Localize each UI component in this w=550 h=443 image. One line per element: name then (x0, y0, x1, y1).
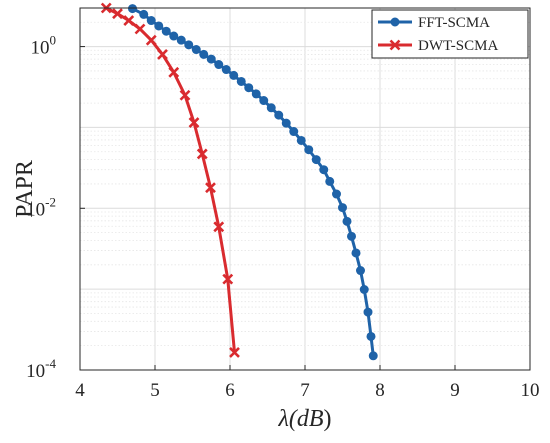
legend-marker (389, 39, 401, 51)
series-point (206, 54, 216, 64)
series-point (359, 284, 369, 294)
series-point (145, 34, 157, 46)
series-point (281, 118, 291, 128)
series-point (179, 89, 191, 101)
series-point (325, 176, 335, 186)
x-tick-label: 4 (75, 380, 85, 401)
y-tick-label: 10-2 (26, 194, 56, 220)
series-point (184, 40, 194, 50)
series-point (176, 35, 186, 45)
series-point (363, 307, 373, 317)
x-axis-label-close: ) (324, 406, 332, 432)
series-point (229, 346, 240, 358)
series-point (205, 182, 216, 194)
series-point (199, 49, 209, 59)
series-point (351, 248, 361, 258)
series-point (244, 83, 254, 93)
series-point (112, 8, 123, 20)
series-point (134, 23, 146, 35)
x-tick-label: 6 (225, 380, 235, 401)
x-axis-label-lambda: λ( (277, 406, 298, 432)
series-point (123, 15, 135, 26)
series-point (296, 135, 306, 145)
series-point (311, 155, 321, 165)
legend-label: DWT-SCMA (418, 38, 498, 54)
series-point (251, 89, 261, 99)
y-tick-label: 10-4 (26, 356, 56, 382)
legend-marker (390, 17, 400, 27)
series-point (146, 16, 156, 26)
x-tick-label: 7 (300, 380, 310, 401)
series-point (222, 273, 234, 285)
series-dwt-scma (100, 2, 240, 358)
series-point (342, 216, 352, 226)
series-point (191, 45, 201, 55)
x-tick-label: 9 (450, 380, 460, 401)
series-point (319, 165, 329, 175)
series-point (213, 221, 225, 233)
series-point (214, 60, 224, 70)
axis-ticks: 4 5 6 7 8 9 10 10-4 10-2 100 (26, 33, 539, 401)
legend-label: FFT-SCMA (418, 15, 490, 31)
series-fft-scma (128, 4, 378, 361)
x-tick-label: 8 (375, 380, 385, 401)
series-point (368, 351, 378, 361)
legend: FFT-SCMA DWT-SCMA (371, 9, 529, 59)
series-point (259, 96, 269, 106)
series-point (266, 103, 276, 113)
legend-box (371, 9, 529, 59)
series-point (338, 203, 347, 213)
series-point (154, 21, 164, 31)
y-tick-label: 100 (31, 33, 57, 59)
series-point (161, 26, 171, 36)
series-point (332, 189, 341, 199)
x-axis-label: λ(dB) (277, 406, 331, 432)
series-point (229, 70, 239, 80)
series-point (128, 4, 137, 14)
series-point (169, 31, 179, 41)
series-layer (100, 2, 378, 361)
y-axis-label: PAPR (12, 160, 38, 218)
series-point (168, 66, 180, 78)
series-point (366, 331, 376, 341)
series-point (139, 9, 149, 19)
series-point (347, 231, 356, 241)
series-point (196, 148, 208, 160)
series-point (188, 117, 200, 128)
x-axis-label-unit: dB (297, 406, 324, 432)
series-point (221, 65, 231, 75)
series-point (157, 48, 168, 60)
series-point (304, 145, 314, 155)
series-point (236, 76, 246, 86)
series-point (274, 110, 284, 120)
x-tick-label: 5 (150, 380, 160, 401)
series-point (289, 127, 299, 137)
x-tick-label: 10 (521, 380, 540, 401)
series-point (356, 266, 365, 276)
